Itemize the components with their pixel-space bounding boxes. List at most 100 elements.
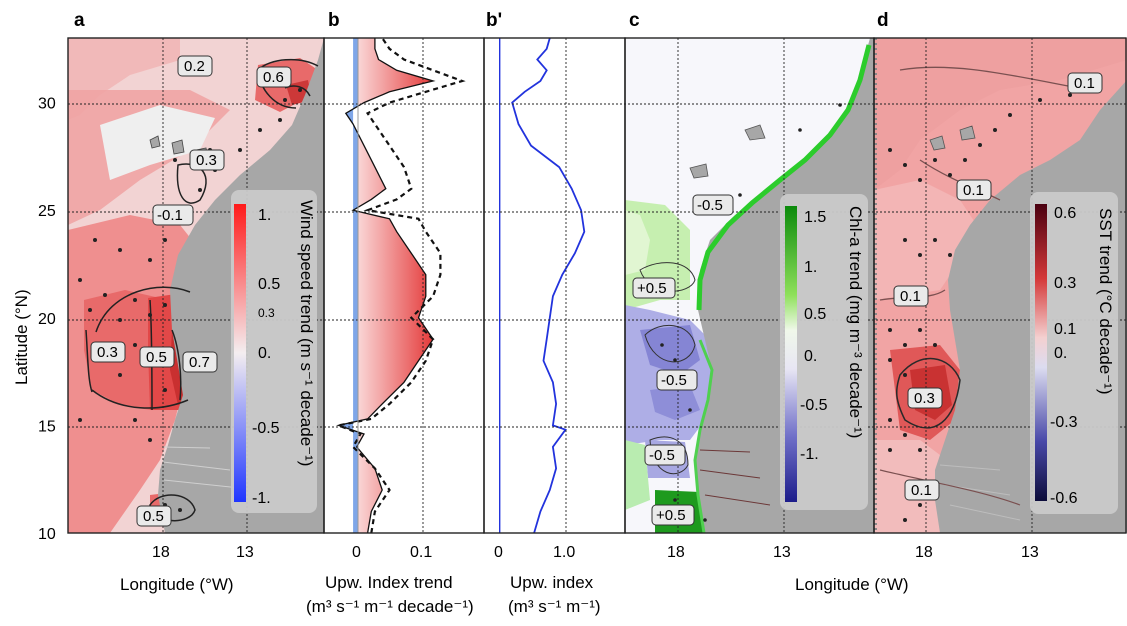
contour-label-d-4: 0.3 [907,387,943,409]
chl-tick-1-5: 1.5 [804,209,826,226]
panel-label-d: d [877,10,889,31]
b-xtick-0: 0 [352,544,361,561]
wind-tick-1: 1. [258,207,271,224]
svg-text:0.3: 0.3 [196,152,217,169]
a-x-axis-title: Longitude (°W) [120,575,234,594]
svg-text:-0.5: -0.5 [697,197,723,214]
sst-tick-0: 0. [1054,345,1067,362]
wind-tick-minus-1: -1. [252,490,271,507]
panel-d-x-ticks: 18 13 [915,544,1039,561]
d-xtick-13: 13 [1021,544,1039,561]
chl-tick-1: 1. [804,259,817,276]
svg-text:0.2: 0.2 [184,58,205,75]
contour-label-c-3: -0.5 [656,369,698,391]
svg-text:0.1: 0.1 [1074,75,1095,92]
chl-colorbar-title: Chl-a trend (mg m⁻³ decade⁻¹) [846,206,865,438]
panel-label-c: c [629,10,640,31]
y-tick-25: 25 [38,203,56,220]
d-xtick-18: 18 [915,544,933,561]
contour-label-c-1: -0.5 [692,194,734,216]
colorbar-sst: 0.6 0.3 0.1 0. -0.3 -0.6 SST trend (°C d… [1030,192,1118,514]
panel-d-significance-dots [888,78,1102,522]
chl-tick-0-5: 0.5 [804,306,826,323]
b2-x-axis-title-line2: (m³ s⁻¹ m⁻¹) [508,597,601,616]
y-axis-title: Latitude (°N) [12,289,31,385]
upwelling-trend-dashed-line [334,38,466,533]
contour-label-d-5: 0.1 [904,479,940,501]
upwelling-trend-negative-fill [338,38,358,533]
sst-tick-0-3: 0.3 [1054,275,1076,292]
svg-text:+0.5: +0.5 [656,507,686,524]
b-x-axis-title-line1: Upw. Index trend [325,573,453,592]
svg-text:0.1: 0.1 [911,482,932,499]
contour-label-d-1: 0.1 [1067,72,1103,94]
contour-labels: 0.2 0.6 0.3 -0.1 0.3 0.5 0.7 0.5 -0.5 +0… [90,55,1103,527]
chl-tick-minus-1: -1. [800,446,819,463]
contour-label-a-3: 0.3 [189,149,225,171]
panel-b-plot [324,38,484,533]
c-xtick-18: 18 [667,544,685,561]
b-xtick-0-1: 0.1 [410,544,432,561]
y-tick-10: 10 [38,526,56,543]
b2-xtick-0: 0 [494,544,503,561]
svg-text:0.3: 0.3 [97,344,118,361]
sst-tick-minus-0-6: -0.6 [1050,490,1078,507]
y-tick-labels: 10 15 20 25 30 [38,96,56,543]
chl-tick-minus-0-5: -0.5 [800,397,828,414]
contour-label-c-5: +0.5 [651,504,695,526]
svg-text:0.6: 0.6 [263,69,284,86]
a-xtick-13: 13 [236,544,254,561]
a-xtick-18: 18 [152,544,170,561]
y-tick-20: 20 [38,311,56,328]
chl-tick-0: 0. [804,348,817,365]
contour-label-a-5: 0.3 [90,341,126,363]
panel-c-x-ticks: 18 13 [667,544,791,561]
sst-tick-minus-0-3: -0.3 [1050,414,1078,431]
contour-label-a-8: 0.5 [136,505,172,527]
svg-text:0.1: 0.1 [963,182,984,199]
y-tick-15: 15 [38,418,56,435]
contour-label-d-2: 0.1 [956,179,992,201]
contour-label-a-4: -0.1 [152,204,194,226]
contour-label-a-2: 0.6 [256,66,292,88]
sst-tick-0-6: 0.6 [1054,205,1076,222]
wind-tick-0-5: 0.5 [258,276,280,293]
y-tick-30: 30 [38,96,56,113]
svg-text:0.5: 0.5 [146,349,167,366]
contour-label-a-7: 0.7 [182,351,218,373]
cd-x-axis-title: Longitude (°W) [795,575,909,594]
wind-tick-0: 0. [258,345,271,362]
upwelling-index-line [511,38,586,533]
panel-b-x-ticks: 0 0.1 [352,544,432,561]
panel-a-x-ticks: 18 13 [152,544,254,561]
svg-text:-0.1: -0.1 [157,207,183,224]
svg-text:-0.5: -0.5 [649,447,675,464]
colorbar-wind: 1. 0.5 0.3 0. -0.5 -1. Wind speed trend … [231,190,317,513]
wind-tick-0-3: 0.3 [258,306,275,320]
svg-text:0.3: 0.3 [914,390,935,407]
panel-frames [67,37,1127,534]
c-xtick-13: 13 [773,544,791,561]
svg-text:0.5: 0.5 [143,508,164,525]
b-x-axis-title-line2: (m³ s⁻¹ m⁻¹ decade⁻¹) [306,597,474,616]
svg-text:0.1: 0.1 [900,288,921,305]
wind-tick-minus-0-5: -0.5 [252,420,280,437]
b2-x-axis-title-line1: Upw. index [510,573,594,592]
svg-text:-0.5: -0.5 [661,372,687,389]
panel-label-b-prime: b' [486,10,502,31]
panel-b2-x-ticks: 0 1.0 [494,544,575,561]
contour-label-a-1: 0.2 [177,55,213,77]
panel-label-b: b [328,10,340,31]
wind-colorbar-title: Wind speed trend (m s⁻¹ decade⁻¹) [297,200,316,466]
sst-colorbar-title: SST trend (°C decade⁻¹) [1096,208,1115,394]
colorbar-chl: 1.5 1. 0.5 0. -0.5 -1. Chl-a trend (mg m… [780,194,868,510]
b2-xtick-1: 1.0 [553,544,575,561]
contour-label-c-2: +0.5 [632,277,676,299]
contour-label-a-6: 0.5 [139,346,175,368]
contour-label-d-3: 0.1 [893,285,929,307]
panel-label-a: a [74,10,85,31]
sst-tick-0-1: 0.1 [1054,321,1076,338]
svg-text:+0.5: +0.5 [637,280,667,297]
svg-text:0.7: 0.7 [189,354,210,371]
